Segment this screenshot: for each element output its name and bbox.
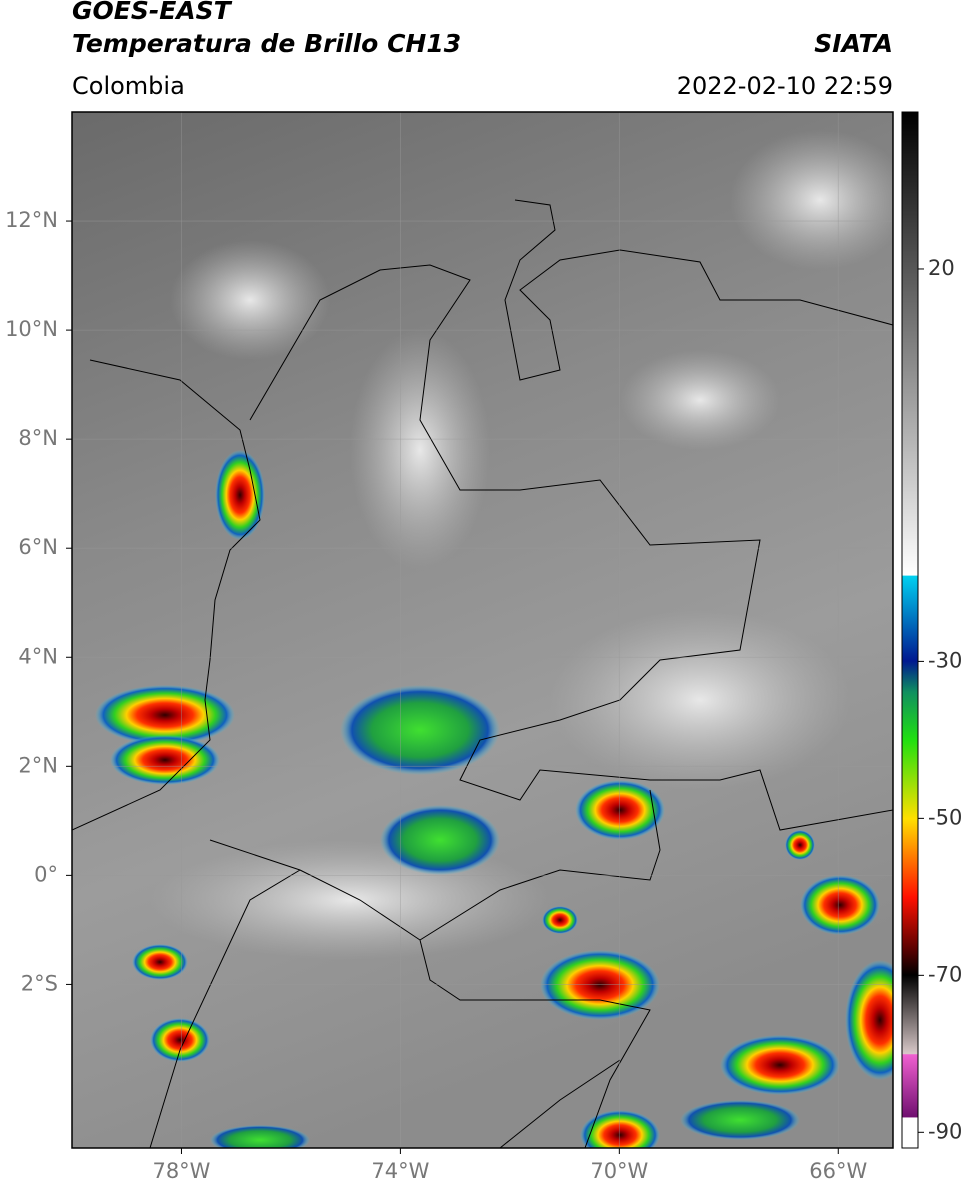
source: SIATA <box>814 29 893 58</box>
y-tick-label: 0° <box>34 862 58 886</box>
y-tick-label: 10°N <box>5 317 58 341</box>
datetime: 2022-02-10 22:59 <box>677 72 893 100</box>
x-tick-label: 70°W <box>590 1159 648 1183</box>
y-tick-label: 8°N <box>18 426 58 450</box>
colorbar <box>901 111 919 1149</box>
colorbar-tick-label: -70 <box>928 962 962 986</box>
colorbar-tick-label: -50 <box>928 805 962 829</box>
subtitle: Temperatura de Brillo CH13 <box>72 29 461 58</box>
colorbar-tick-label: -30 <box>928 648 962 672</box>
y-tick-label: 2°N <box>18 753 58 777</box>
y-tick-label: 2°S <box>21 971 58 995</box>
y-tick-label: 6°N <box>18 535 58 559</box>
map-frame <box>71 111 894 1149</box>
x-tick-label: 78°W <box>152 1159 210 1183</box>
satellite-image <box>72 112 893 1148</box>
colorbar-tick-label: -90 <box>928 1119 962 1143</box>
x-tick-label: 74°W <box>371 1159 429 1183</box>
title: GOES-EAST <box>72 0 233 25</box>
colorbar-ticks: 20 -30 -50 -70 -90 <box>918 256 962 1143</box>
x-tick-label: 66°W <box>809 1159 867 1183</box>
graticule: 78°W 74°W 70°W 66°W 12°N 10°N 8°N 6°N 4°N 2°N 0° 2°… <box>5 112 893 1183</box>
region: Colombia <box>72 72 185 100</box>
y-tick-label: 4°N <box>18 644 58 668</box>
colorbar-tick-label: 20 <box>928 256 955 280</box>
y-tick-label: 12°N <box>5 208 58 232</box>
